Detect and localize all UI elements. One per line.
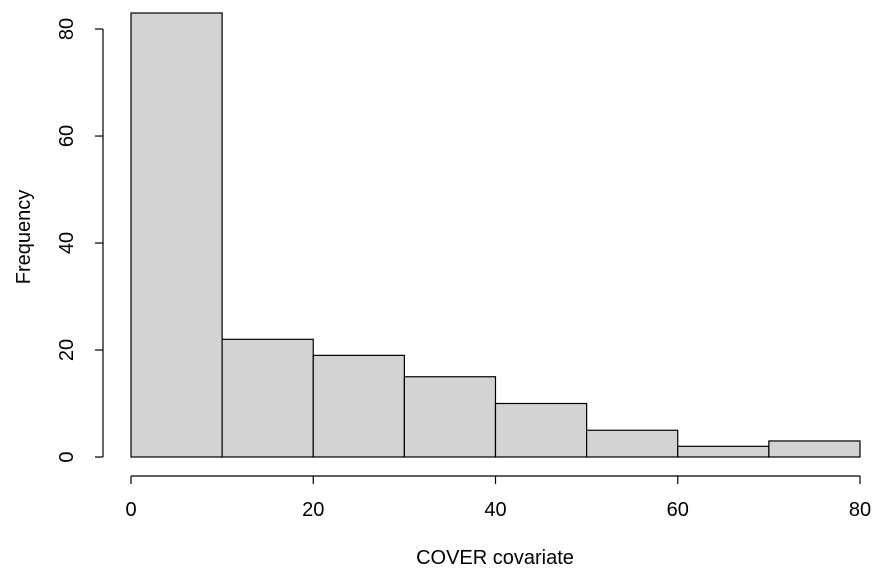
histogram-bar-10-20	[221, 338, 314, 458]
x-tick-label: 60	[667, 499, 689, 521]
histogram-bar-30-40	[403, 376, 497, 458]
histogram-bar-40-50	[494, 402, 588, 458]
y-tick-label: 80	[56, 18, 78, 40]
x-tick-label: 20	[302, 499, 324, 521]
y-axis-title: Frequency	[13, 190, 35, 285]
x-tick-label: 80	[849, 499, 871, 521]
x-axis: 0 20 40 60 80	[125, 475, 871, 521]
histogram-bar-20-30	[312, 354, 405, 458]
y-tick-label: 40	[56, 232, 78, 254]
x-axis-title: COVER covariate	[416, 547, 574, 569]
histogram-bar-70-80	[768, 440, 861, 458]
histogram-bar-0-10	[130, 12, 223, 458]
y-tick-label: 60	[56, 125, 78, 147]
y-tick-label: 20	[56, 339, 78, 361]
histogram-bar-60-70	[677, 445, 770, 458]
histogram-bar-50-60	[586, 429, 679, 458]
bars-group	[130, 12, 861, 458]
y-axis: 0 20 40 60 80	[56, 18, 104, 463]
x-tick-label: 0	[125, 499, 136, 521]
x-tick-label: 40	[484, 499, 506, 521]
y-tick-label: 0	[56, 451, 78, 462]
